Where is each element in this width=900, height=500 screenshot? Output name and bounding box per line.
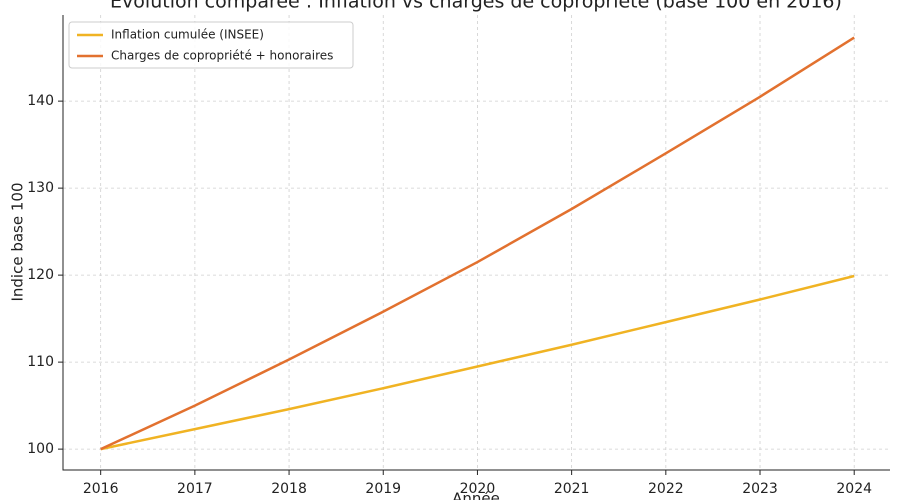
y-tick-label: 140 <box>27 93 54 109</box>
y-axis-label: Indice base 100 <box>9 182 27 301</box>
x-axis-label: Année <box>452 490 500 500</box>
axes <box>62 15 890 471</box>
x-tick-label: 2023 <box>742 481 778 497</box>
legend-box <box>68 21 354 69</box>
x-tick-label: 2019 <box>365 481 401 497</box>
series-line <box>100 36 855 451</box>
chart-title: Évolution comparée : Inflation vs charge… <box>110 0 842 13</box>
x-tick-label: 2016 <box>83 481 119 497</box>
x-tick-label: 2018 <box>271 481 307 497</box>
x-tick-label: 2017 <box>177 481 213 497</box>
series-line <box>100 274 855 451</box>
legend-label: Inflation cumulée (INSEE) <box>111 28 264 42</box>
x-tick-label: 2022 <box>648 481 684 497</box>
y-tick-label: 100 <box>27 441 54 457</box>
x-tick-label: 2020 <box>460 481 496 497</box>
legend-label: Charges de copropriété + honoraires <box>111 49 333 63</box>
y-tick-label: 120 <box>27 267 54 283</box>
x-tick-label: 2024 <box>836 481 872 497</box>
x-tick-label: 2021 <box>554 481 590 497</box>
y-tick-label: 110 <box>27 354 54 370</box>
y-tick-label: 130 <box>27 180 54 196</box>
